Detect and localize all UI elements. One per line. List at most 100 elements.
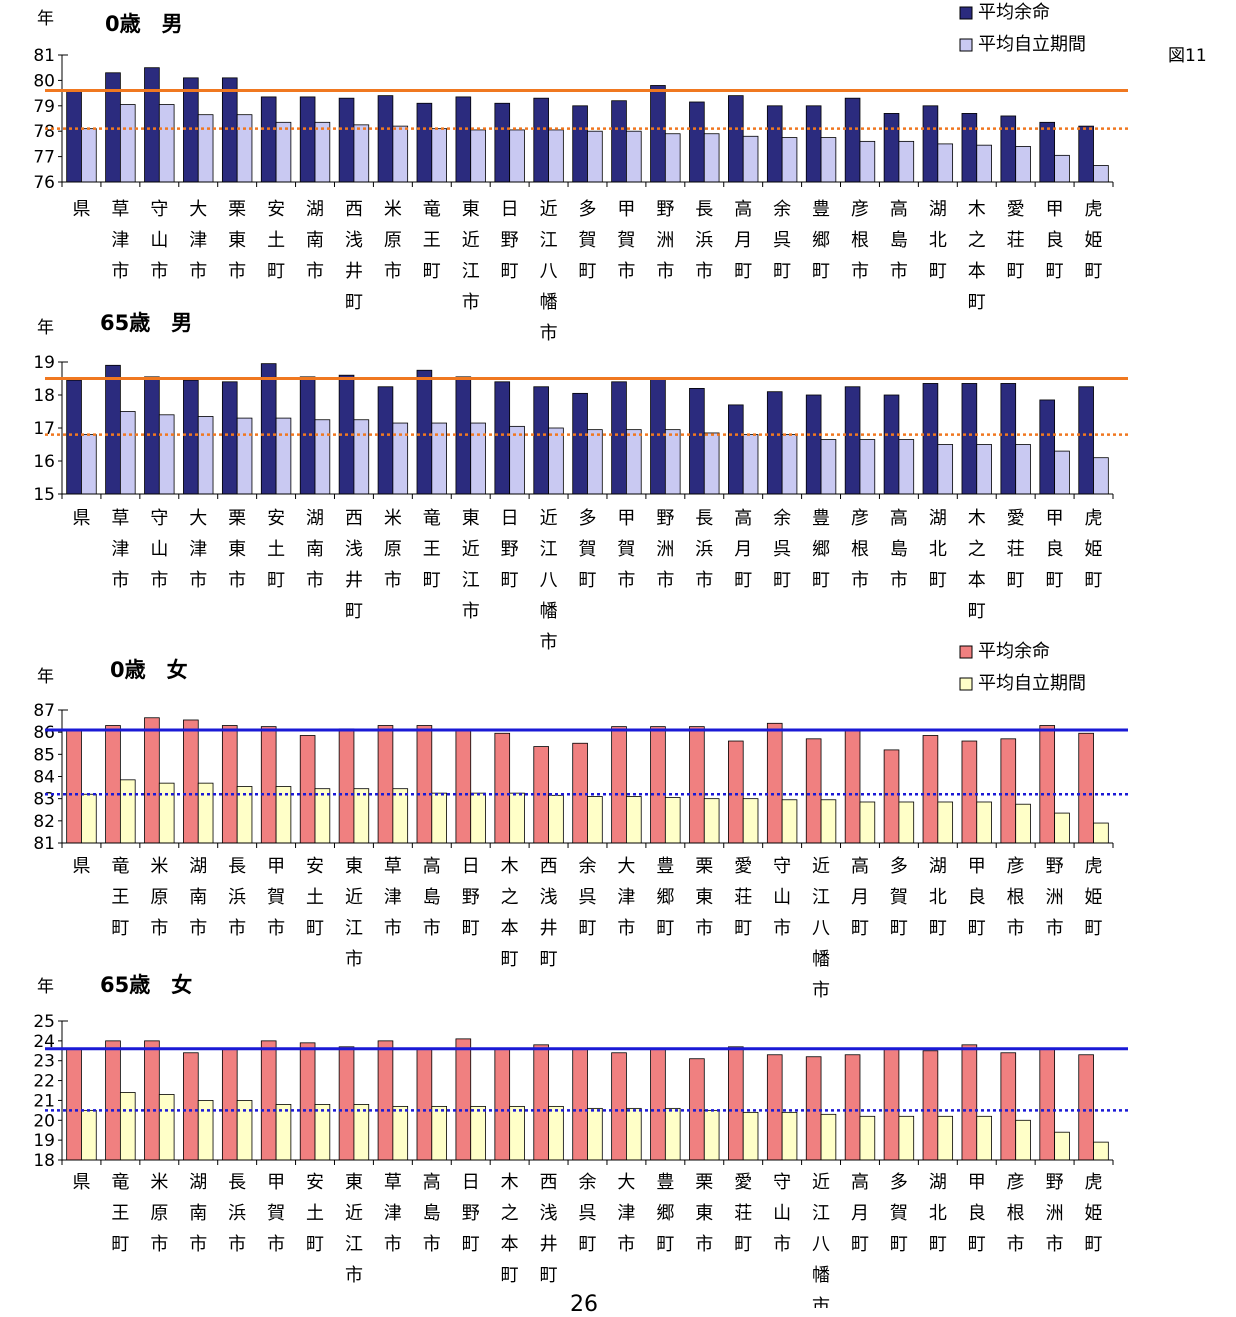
bar-indep — [898, 1115, 915, 1161]
category-label: 愛荘町 — [734, 1172, 752, 1255]
category-label: 近江八幡市 — [540, 508, 558, 653]
category-label: 米原市 — [384, 508, 402, 591]
bar-indep — [1093, 822, 1109, 844]
bar-indep — [703, 1109, 720, 1161]
category-label: 大津市 — [189, 508, 207, 591]
chart-panel-2: 65歳 男 年 15 16 17 18 19 県 草津市 守山市 大津市 栗東市 安土町 湖南市 西浅井町 米… — [33, 311, 1128, 653]
category-label: 高島市 — [423, 1172, 441, 1255]
bar-indep — [509, 792, 525, 844]
category-label: 高島市 — [890, 199, 908, 282]
bar-indep — [392, 125, 409, 183]
category-label: 虎姫町 — [1085, 508, 1103, 591]
bar-indep — [976, 444, 992, 495]
bar-life — [689, 387, 705, 495]
category-label: 虎姫町 — [1085, 856, 1103, 939]
bar-indep — [781, 137, 798, 183]
bar-life — [1078, 1054, 1094, 1161]
category-label: 豊郷町 — [812, 508, 830, 591]
category-label: 栗東市 — [228, 508, 246, 591]
category-label: 余呉町 — [773, 508, 791, 591]
category-label: 高月町 — [851, 856, 869, 939]
legend-label: 平均余命 — [978, 641, 1050, 662]
bar-indep — [742, 1111, 759, 1161]
bar-life — [183, 77, 199, 183]
legend-label: 平均自立期間 — [978, 673, 1086, 694]
y-tick-label: 15 — [33, 485, 55, 505]
category-label: 多賀町 — [890, 1172, 908, 1255]
category-label: 米原市 — [150, 856, 168, 939]
bar-indep — [1015, 146, 1031, 183]
category-label: 東近江市 — [345, 856, 363, 970]
bar-life — [260, 96, 277, 183]
bar-indep — [976, 1115, 992, 1161]
category-label: 虎姫町 — [1085, 1172, 1103, 1255]
bar-life — [260, 1040, 277, 1161]
bar-life — [844, 386, 861, 495]
bar-life — [144, 717, 160, 844]
bar-indep — [820, 439, 837, 495]
category-label: 栗東市 — [695, 856, 713, 939]
bar-life — [66, 90, 82, 183]
bar-indep — [119, 779, 136, 844]
y-tick-label: 79 — [33, 97, 55, 117]
bar-indep — [742, 434, 759, 495]
bar-life — [377, 725, 394, 844]
bar-indep — [431, 792, 447, 844]
category-label: 湖北町 — [929, 508, 947, 591]
category-label: 甲良町 — [1046, 199, 1064, 282]
bar-indep — [587, 1107, 603, 1161]
legend-swatch — [959, 645, 973, 659]
bar-indep — [158, 1094, 175, 1161]
category-label: 彦根市 — [851, 508, 869, 591]
bar-indep — [275, 417, 292, 495]
bar-indep — [937, 1115, 954, 1161]
category-label: 長浜市 — [228, 1172, 246, 1255]
category-label: 竜王町 — [111, 856, 129, 939]
bar-indep — [314, 121, 331, 183]
bar-life — [611, 100, 627, 183]
bar-life — [377, 95, 394, 183]
category-label: 県 — [72, 1172, 90, 1193]
bar-indep — [937, 143, 954, 183]
bar-indep — [781, 799, 798, 844]
bar-indep — [976, 801, 992, 844]
bar-indep — [1015, 1119, 1031, 1161]
bar-indep — [353, 788, 370, 844]
bar-indep — [1054, 450, 1070, 495]
bar-life — [416, 369, 433, 495]
legend-label: 平均余命 — [978, 2, 1050, 23]
bar-life — [728, 1046, 744, 1161]
category-label: 県 — [72, 856, 90, 877]
category-label: 安土町 — [267, 199, 285, 282]
category-label: 湖北町 — [929, 856, 947, 939]
bar-indep — [742, 135, 759, 183]
bar-life — [922, 383, 939, 495]
category-label: 米原市 — [150, 1172, 168, 1255]
bar-life — [221, 381, 238, 495]
bar-life — [1039, 399, 1056, 495]
bar-life — [611, 726, 627, 844]
bar-indep — [1054, 812, 1070, 844]
y-tick-label: 87 — [33, 701, 55, 721]
bar-indep — [587, 796, 603, 844]
category-label: 竜王町 — [423, 199, 441, 282]
category-label: 愛荘町 — [734, 856, 752, 939]
bar-life — [1000, 383, 1017, 495]
legend-swatch — [959, 677, 973, 691]
bar-life — [183, 379, 199, 495]
category-label: 野洲市 — [1046, 856, 1064, 939]
bar-life — [922, 105, 939, 183]
bar-life — [338, 1046, 355, 1161]
category-label: 甲良町 — [968, 856, 986, 939]
bar-life — [961, 383, 978, 495]
category-label: 高島市 — [423, 856, 441, 939]
bar-life — [299, 1042, 316, 1161]
bar-life — [494, 1048, 511, 1161]
category-label: 草津市 — [111, 508, 129, 591]
bar-life — [455, 729, 472, 844]
bar-indep — [548, 129, 564, 183]
bar-indep — [781, 1111, 798, 1161]
